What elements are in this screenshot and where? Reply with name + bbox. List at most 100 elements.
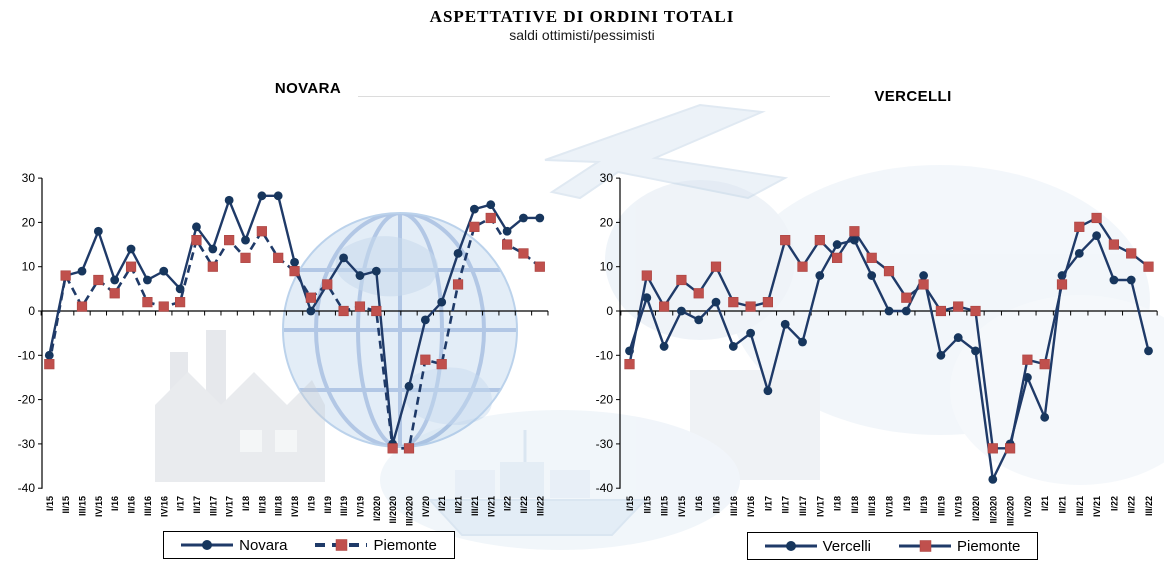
x-axis-label: IV/16 bbox=[746, 496, 756, 517]
piemonte-point bbox=[814, 235, 825, 246]
x-axis-label: II/21 bbox=[1058, 496, 1068, 514]
piemonte-point bbox=[1126, 248, 1137, 259]
x-axis-label: III/21 bbox=[1075, 496, 1085, 516]
piemonte-point bbox=[207, 261, 218, 272]
x-axis-label: II/15 bbox=[642, 496, 652, 514]
novara-chart-title: NOVARA bbox=[274, 80, 342, 97]
x-axis-label: IV/18 bbox=[885, 496, 895, 517]
x-axis-label: III/16 bbox=[143, 496, 153, 516]
novara-point bbox=[159, 266, 169, 276]
x-axis-label: I/15 bbox=[625, 496, 635, 511]
novara-line bbox=[48, 194, 540, 446]
piemonte-point bbox=[224, 235, 235, 246]
vercelli-point bbox=[711, 297, 721, 307]
novara-point bbox=[143, 275, 152, 285]
vercelli-point bbox=[988, 474, 998, 484]
piemonte-point bbox=[338, 305, 349, 317]
piemonte-point bbox=[256, 226, 267, 237]
y-axis-label: 10 bbox=[22, 260, 36, 274]
novara-point bbox=[486, 200, 496, 210]
piemonte-point bbox=[745, 301, 756, 312]
piemonte-point bbox=[1074, 221, 1085, 232]
piemonte-line bbox=[628, 216, 1150, 450]
novara-point bbox=[224, 195, 234, 205]
x-axis-label: I/16 bbox=[110, 496, 120, 511]
factory-icon bbox=[155, 330, 325, 482]
vercelli-point bbox=[1092, 231, 1101, 241]
vercelli-chart-title: VERCELLI bbox=[874, 88, 952, 105]
piemonte-point bbox=[918, 279, 929, 290]
x-axis-label: IV/19 bbox=[355, 496, 365, 517]
x-axis-label: II/22 bbox=[519, 496, 529, 514]
x-axis-label: II/19 bbox=[919, 496, 929, 514]
page-subtitle: saldi ottimisti/pessimisti bbox=[509, 27, 655, 43]
novara-point bbox=[126, 244, 136, 254]
x-axis-label: I/18 bbox=[833, 496, 843, 511]
piemonte-line-icon bbox=[898, 540, 951, 552]
piemonte-point bbox=[175, 297, 186, 308]
novara-point bbox=[93, 226, 103, 236]
x-axis-label: III/15 bbox=[78, 496, 88, 516]
legend-item-piemonte: Piemonte bbox=[315, 536, 437, 554]
vercelli-legend: Vercelli Piemonte bbox=[747, 532, 1038, 560]
legend-item-piemonte: Piemonte bbox=[898, 537, 1021, 555]
x-axis-label: I/19 bbox=[306, 496, 316, 511]
x-axis-label: III/22 bbox=[535, 496, 545, 516]
piemonte-point bbox=[289, 266, 300, 277]
vercelli-point bbox=[763, 386, 773, 396]
piemonte-point bbox=[273, 252, 284, 263]
novara-chart: 30 20 10 0 -10 -20 -30 -40 I/15 II/15 III/15 IV/15 I… bbox=[18, 171, 549, 526]
x-axis-label: II/16 bbox=[127, 496, 137, 514]
novara-point bbox=[437, 297, 447, 307]
legend-label: Piemonte bbox=[956, 537, 1021, 555]
vercelli-point bbox=[919, 271, 928, 280]
x-axis-label: IV/17 bbox=[225, 496, 235, 517]
piemonte-point bbox=[44, 359, 55, 370]
piemonte-point bbox=[676, 274, 687, 286]
novara-point bbox=[339, 253, 348, 263]
x-axis-label: III/16 bbox=[729, 496, 739, 516]
vercelli-point bbox=[953, 333, 963, 342]
title-divider bbox=[358, 96, 830, 97]
vercelli-point bbox=[971, 346, 980, 356]
x-axis-label: III/17 bbox=[798, 496, 808, 516]
piemonte-point bbox=[953, 301, 964, 312]
legend-label: Piemonte bbox=[373, 536, 437, 554]
novara-point bbox=[519, 213, 528, 223]
x-axis-label: II/2020 bbox=[988, 496, 998, 524]
y-axis-label: -30 bbox=[596, 437, 614, 451]
novara-point bbox=[470, 204, 479, 214]
novara-line-icon bbox=[181, 540, 234, 550]
piemonte-point bbox=[710, 261, 722, 272]
vercelli-point bbox=[1144, 346, 1153, 356]
x-axis-label: II/21 bbox=[454, 496, 464, 514]
piemonte-point bbox=[624, 359, 635, 370]
y-axis-label: -20 bbox=[596, 393, 614, 407]
vercelli-point bbox=[659, 342, 669, 351]
y-axis-label: 20 bbox=[22, 215, 36, 229]
vercelli-point bbox=[798, 337, 807, 347]
vercelli-chart: 30 20 10 0 -10 -20 -30 -40 I/15 II/15 III/15 IV/15 I… bbox=[596, 171, 1158, 526]
piemonte-point bbox=[93, 274, 104, 286]
cloud-blob bbox=[605, 180, 795, 340]
piemonte-point bbox=[728, 297, 739, 308]
x-axis-label: IV/16 bbox=[159, 496, 169, 517]
piemonte-point bbox=[641, 270, 652, 281]
novara-point bbox=[110, 275, 120, 285]
piemonte-point bbox=[901, 292, 912, 303]
x-axis-label: I/21 bbox=[437, 496, 447, 511]
x-axis-label: II/22 bbox=[1127, 496, 1137, 514]
piemonte-point bbox=[371, 305, 382, 317]
x-axis-label: I/17 bbox=[176, 496, 186, 511]
ship-icon bbox=[427, 430, 648, 536]
piemonte-point bbox=[322, 279, 333, 290]
piemonte-point bbox=[797, 261, 808, 272]
novara-point bbox=[420, 315, 430, 325]
vercelli-point bbox=[746, 328, 755, 338]
x-axis-label: I/21 bbox=[1040, 496, 1050, 511]
page-title: ASPETTATIVE DI ORDINI TOTALI bbox=[429, 7, 735, 26]
y-axis-label: -10 bbox=[596, 348, 614, 362]
piemonte-point bbox=[109, 288, 120, 299]
x-axis-label: I/2020 bbox=[971, 496, 981, 521]
